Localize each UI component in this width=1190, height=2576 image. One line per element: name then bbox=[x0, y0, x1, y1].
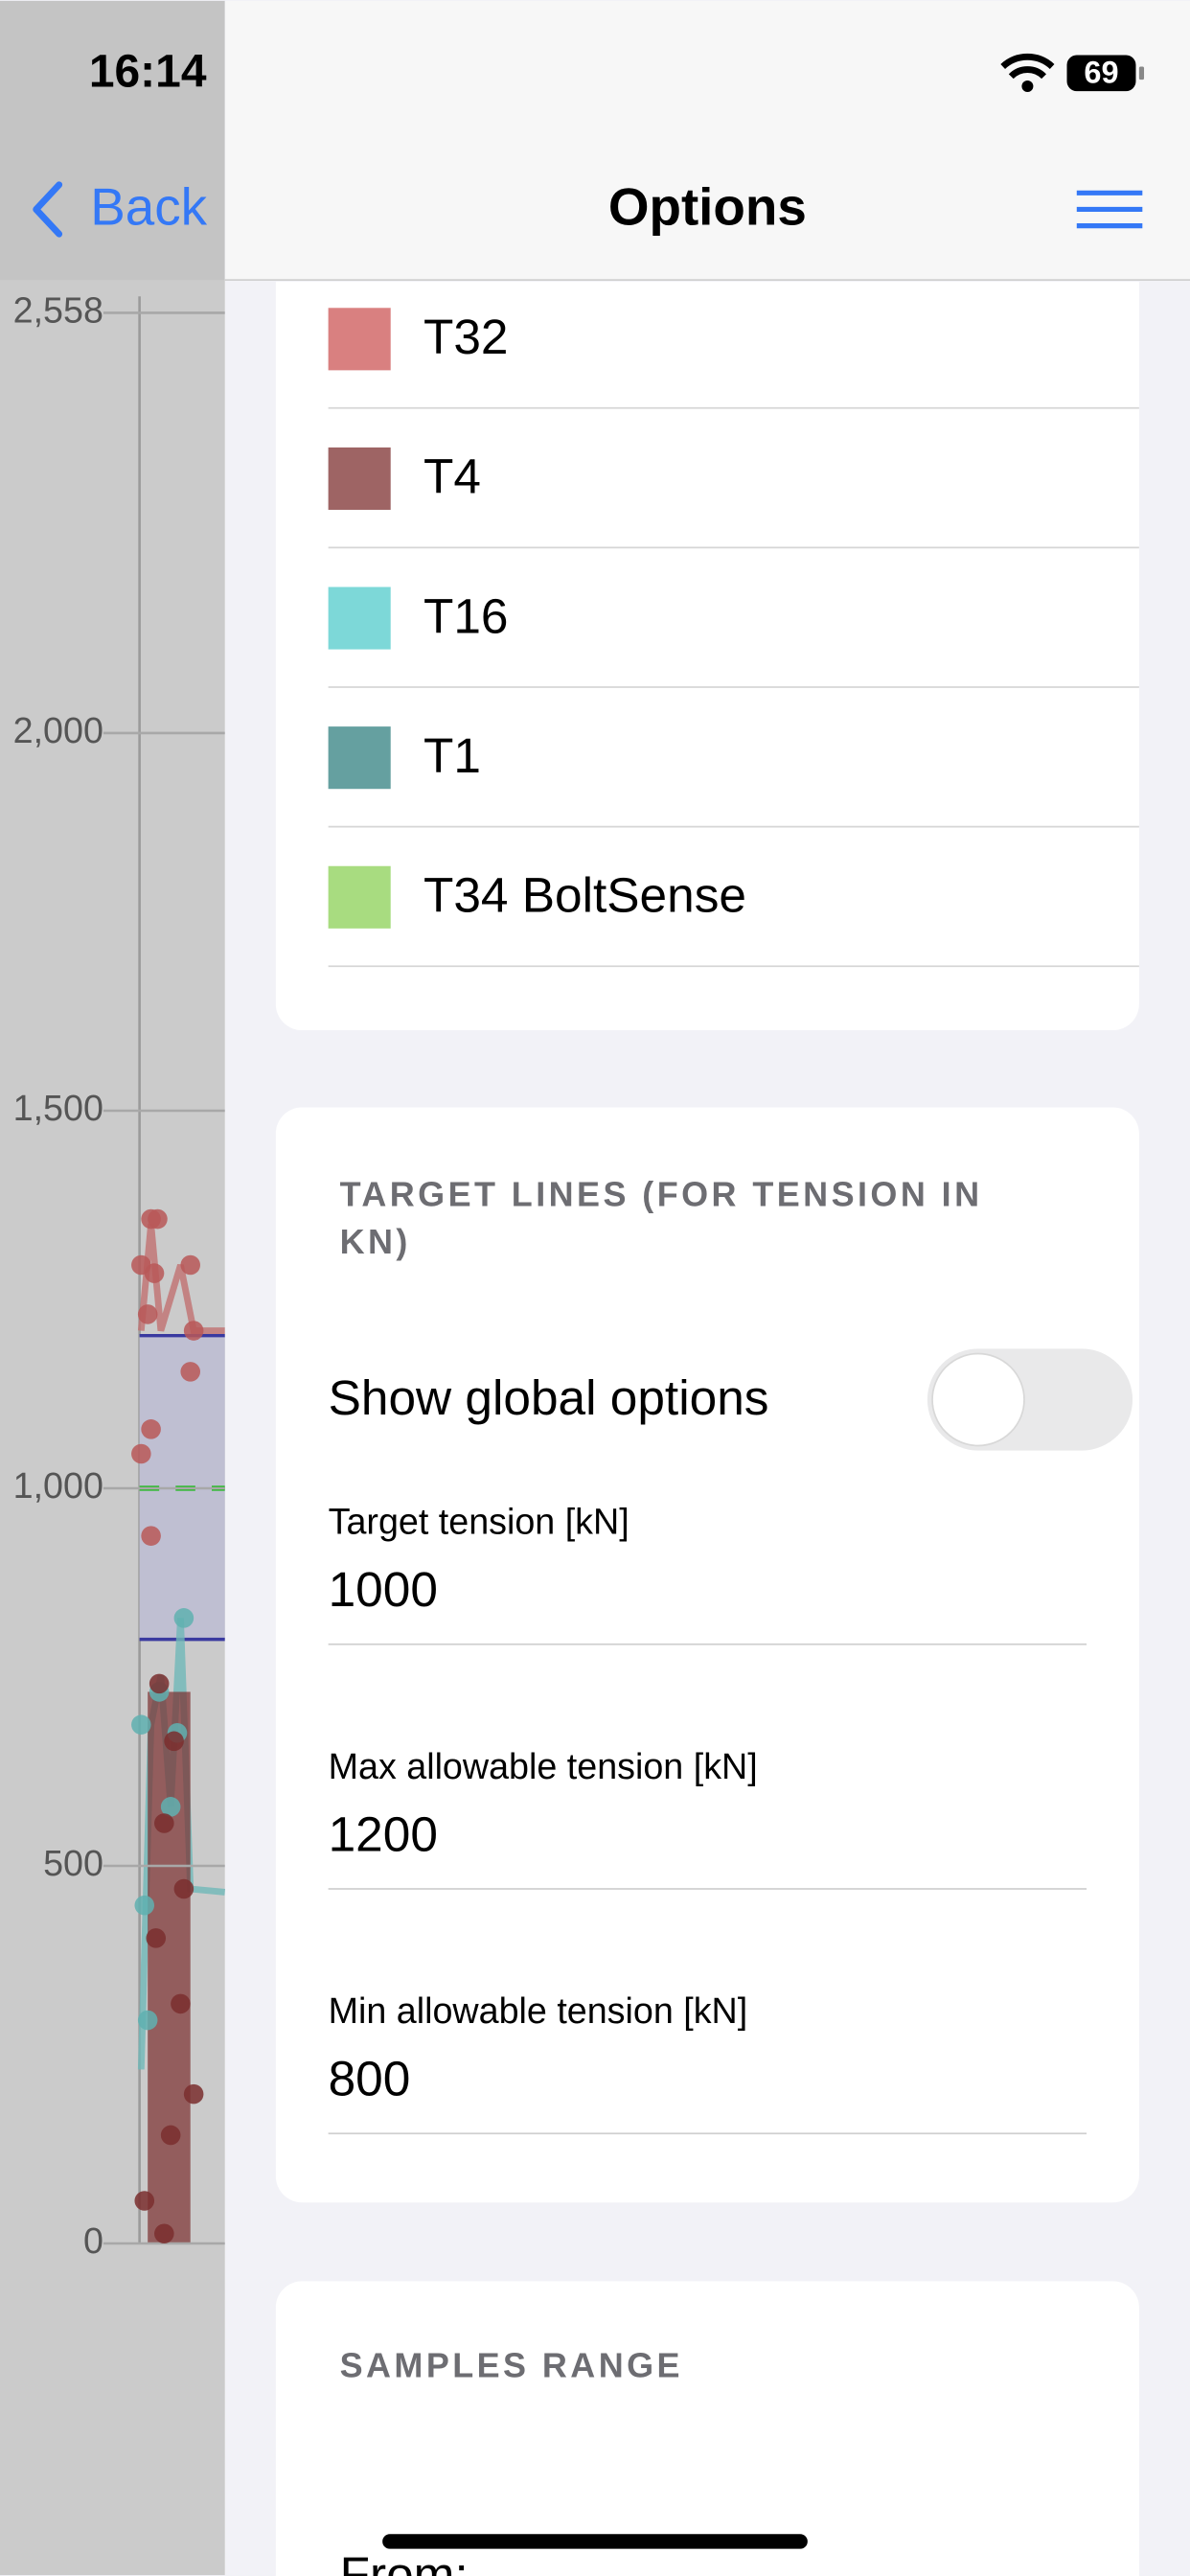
from-label: From: bbox=[340, 2546, 469, 2576]
chart-dot bbox=[160, 2125, 181, 2146]
chart-header-backdrop bbox=[0, 0, 225, 281]
status-time: 16:14 bbox=[89, 47, 207, 98]
chart-dot bbox=[160, 1797, 181, 1817]
toggle-knob bbox=[931, 1352, 1025, 1447]
samples-range-header: SAMPLES RANGE bbox=[340, 2346, 683, 2385]
legend-swatch bbox=[328, 865, 391, 929]
legend-label: T16 bbox=[423, 587, 509, 643]
target-lines-card bbox=[275, 1107, 1139, 2203]
home-indicator bbox=[382, 2534, 808, 2549]
y-tick-label: 2,558 bbox=[13, 289, 103, 330]
chart-dot bbox=[137, 2010, 158, 2031]
y-tick-label: 2,000 bbox=[13, 710, 103, 750]
chart-dot bbox=[137, 1304, 158, 1324]
chart-dot bbox=[141, 1419, 161, 1439]
legend-label: T1 bbox=[423, 727, 481, 783]
field-label: Target tension [kN] bbox=[329, 1502, 629, 1542]
chart-dot bbox=[180, 1362, 200, 1382]
battery-level: 69 bbox=[1084, 56, 1118, 90]
chart-dot bbox=[180, 1254, 200, 1276]
field-value[interactable]: 1200 bbox=[329, 1806, 438, 1861]
legend-label: T4 bbox=[423, 448, 481, 504]
y-tick-label: 1,000 bbox=[13, 1465, 103, 1506]
legend-card bbox=[275, 281, 1139, 1031]
y-tick-label: 500 bbox=[43, 1843, 103, 1883]
series-cluster bbox=[148, 1691, 191, 2244]
chart-dot bbox=[149, 1673, 170, 1694]
legend-label: T32 bbox=[423, 309, 509, 364]
background-chart: 2,558 2,000 1,500 1,000 500 0 bbox=[13, 289, 226, 2261]
field-label: Max allowable tension [kN] bbox=[329, 1746, 758, 1786]
legend-swatch bbox=[328, 447, 391, 510]
field-value[interactable]: 1000 bbox=[329, 1561, 438, 1617]
menu-button[interactable] bbox=[1076, 190, 1143, 229]
wifi-icon bbox=[1000, 53, 1055, 80]
y-tick-label: 0 bbox=[83, 2220, 103, 2261]
legend-swatch bbox=[328, 308, 391, 371]
chart-dot bbox=[144, 1263, 165, 1283]
samples-range-card bbox=[275, 2281, 1139, 2576]
field-value[interactable]: 800 bbox=[329, 2051, 411, 2106]
chart-dot bbox=[154, 2223, 174, 2244]
battery-tip bbox=[1138, 66, 1145, 80]
target-lines-header-box: TARGET LINES (FOR TENSION IN KN) bbox=[339, 1176, 983, 1262]
nav-title: Options bbox=[608, 177, 807, 237]
wifi-icon-dot bbox=[1021, 80, 1034, 93]
back-chevron[interactable] bbox=[33, 181, 63, 238]
chart-backdrop bbox=[0, 0, 225, 2576]
chart-dot bbox=[146, 1928, 167, 1948]
chart-dot bbox=[173, 1608, 195, 1628]
back-button[interactable]: Back bbox=[90, 177, 207, 237]
legend-swatch bbox=[328, 726, 391, 790]
chart-dot bbox=[131, 1443, 151, 1464]
chart-dot bbox=[171, 1993, 191, 2014]
chart-dot bbox=[154, 1813, 174, 1833]
chart-dot bbox=[148, 1208, 168, 1230]
legend-swatch bbox=[328, 586, 391, 650]
chart-dot bbox=[164, 1731, 184, 1752]
chart-dot bbox=[131, 1714, 151, 1735]
chart-dot bbox=[134, 1895, 155, 1916]
nav-bar bbox=[224, 0, 1190, 281]
chart-dot bbox=[183, 1321, 204, 1341]
battery-icon bbox=[1066, 55, 1136, 92]
toggle-label: Show global options bbox=[329, 1369, 769, 1425]
chart-dot bbox=[134, 2191, 155, 2211]
chart-dot bbox=[173, 1878, 195, 1899]
legend-label: T34 BoltSense bbox=[423, 867, 746, 923]
field-label: Min allowable tension [kN] bbox=[329, 1990, 748, 2031]
y-tick-label: 1,500 bbox=[13, 1088, 103, 1128]
target-lines-header: TARGET LINES (FOR TENSION IN KN) bbox=[339, 1176, 983, 1262]
chart-dot bbox=[141, 1526, 161, 1546]
chart-dot bbox=[183, 2083, 204, 2104]
